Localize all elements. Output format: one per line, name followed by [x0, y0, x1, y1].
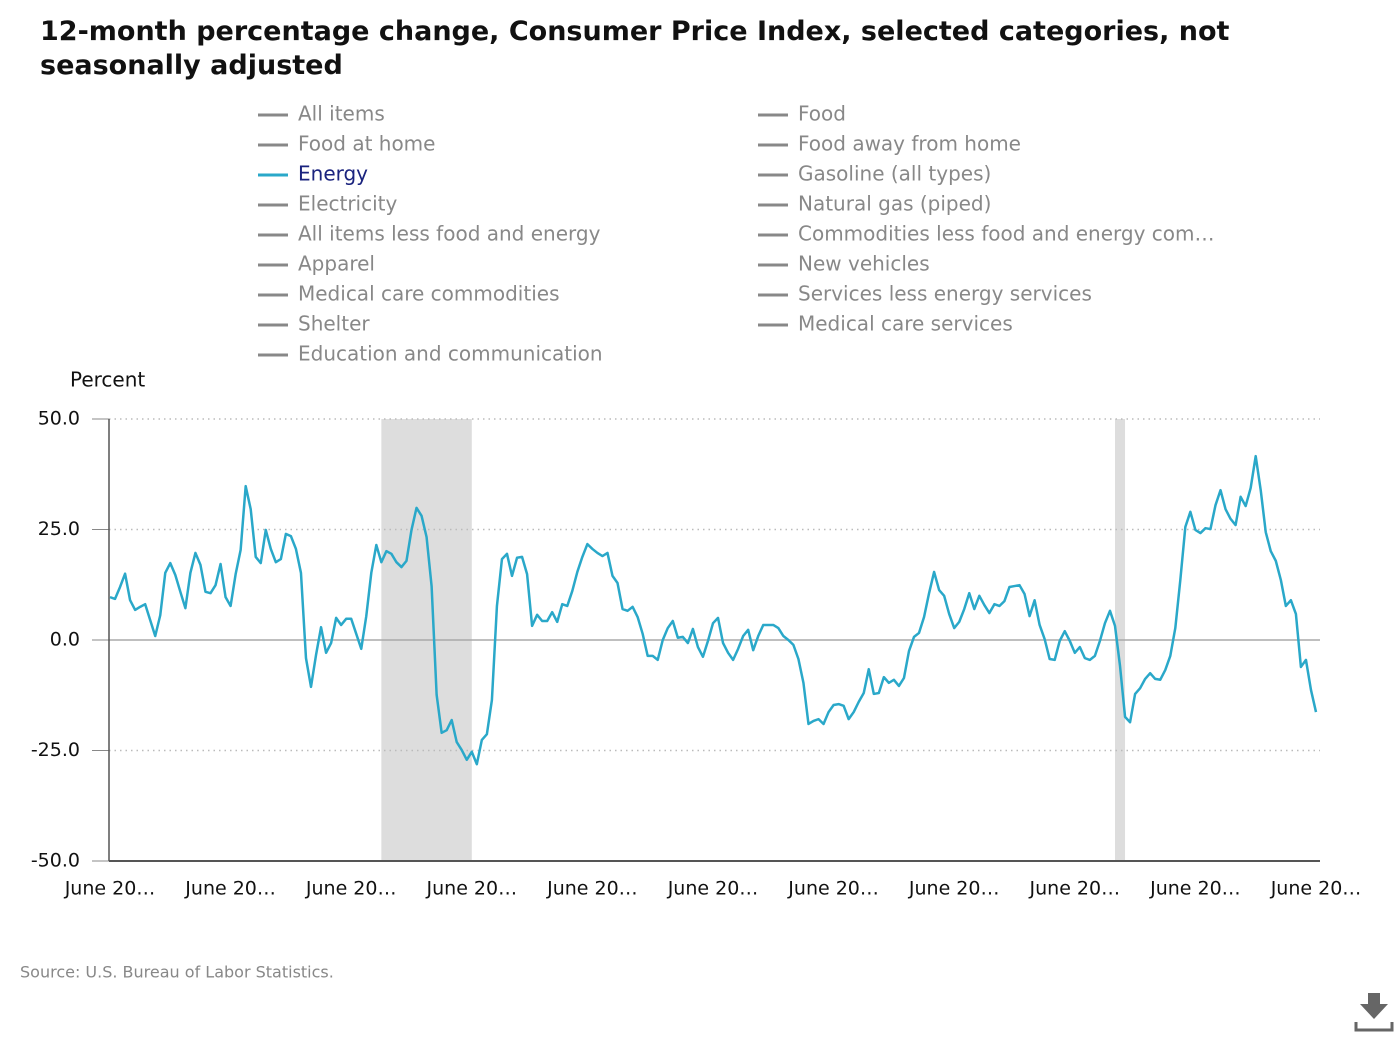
- x-tick-label: June 20…: [667, 878, 759, 900]
- x-tick-label: June 20…: [184, 878, 276, 900]
- legend-item[interactable]: Energy: [258, 162, 368, 186]
- legend-item[interactable]: Apparel: [258, 252, 375, 276]
- y-tick-label: 50.0: [38, 408, 80, 430]
- legend-label[interactable]: Natural gas (piped): [798, 192, 991, 216]
- y-tick-label: -50.0: [31, 850, 80, 872]
- series-line: [109, 454, 1318, 766]
- legend-label[interactable]: Apparel: [298, 252, 375, 276]
- x-tick-label: June 20…: [64, 878, 156, 900]
- download-arrow-stem[interactable]: [1368, 993, 1380, 1005]
- source: Source: U.S. Bureau of Labor Statistics.: [20, 963, 334, 982]
- legend-label[interactable]: Medical care commodities: [298, 282, 559, 306]
- legend-item[interactable]: Electricity: [258, 192, 398, 216]
- legend-item[interactable]: All items: [258, 102, 385, 126]
- legend-label[interactable]: Gasoline (all types): [798, 162, 991, 186]
- legend-label[interactable]: Shelter: [298, 312, 370, 336]
- y-axis-label: Percent: [70, 368, 145, 392]
- legend-item[interactable]: Natural gas (piped): [758, 192, 991, 216]
- x-tick-label: June 20…: [908, 878, 1000, 900]
- legend-item[interactable]: Commodities less food and energy com…: [758, 222, 1215, 246]
- legend-label[interactable]: Medical care services: [798, 312, 1013, 336]
- y-tick-label: 0.0: [50, 629, 80, 651]
- y-tick-label: -25.0: [31, 739, 80, 761]
- legend-item[interactable]: Gasoline (all types): [758, 162, 991, 186]
- download-tray[interactable]: [1354, 1022, 1394, 1032]
- legend-label[interactable]: All items less food and energy: [298, 222, 601, 246]
- legend-label[interactable]: Food: [798, 102, 846, 126]
- legend-item[interactable]: Services less energy services: [758, 282, 1092, 306]
- legend-item[interactable]: Food away from home: [758, 132, 1021, 156]
- download-icon[interactable]: [1354, 993, 1394, 1032]
- legend-item[interactable]: Food at home: [258, 132, 435, 156]
- x-tick-label: June 20…: [1149, 878, 1241, 900]
- legend-item[interactable]: Shelter: [258, 312, 370, 336]
- legend-label[interactable]: Food at home: [298, 132, 435, 156]
- x-tick-label: June 20…: [1029, 878, 1121, 900]
- x-tick-label: June 20…: [787, 878, 879, 900]
- x-tick-label: June 20…: [1270, 878, 1362, 900]
- legend-item[interactable]: Medical care services: [758, 312, 1013, 336]
- legend-label[interactable]: New vehicles: [798, 252, 930, 276]
- download-arrow-head[interactable]: [1360, 1004, 1388, 1019]
- legend-item[interactable]: Education and communication: [258, 342, 603, 366]
- legend-label[interactable]: All items: [298, 102, 385, 126]
- legend-label[interactable]: Education and communication: [298, 342, 603, 366]
- legend-label[interactable]: Electricity: [298, 192, 398, 216]
- legend-label[interactable]: Services less energy services: [798, 282, 1092, 306]
- legend-item[interactable]: Medical care commodities: [258, 282, 559, 306]
- legend-item[interactable]: Food: [758, 102, 846, 126]
- legend-label[interactable]: Energy: [298, 162, 368, 186]
- legend-item[interactable]: New vehicles: [758, 252, 930, 276]
- x-tick-label: June 20…: [305, 878, 397, 900]
- y-tick-label: 25.0: [38, 518, 80, 540]
- chart-title: 12-month percentage change, Consumer Pri…: [40, 16, 1230, 81]
- x-tick-label: June 20…: [546, 878, 638, 900]
- legend-item[interactable]: All items less food and energy: [258, 222, 601, 246]
- x-tick-label: June 20…: [426, 878, 518, 900]
- legend-label[interactable]: Food away from home: [798, 132, 1021, 156]
- legend-label[interactable]: Commodities less food and energy com…: [798, 222, 1215, 246]
